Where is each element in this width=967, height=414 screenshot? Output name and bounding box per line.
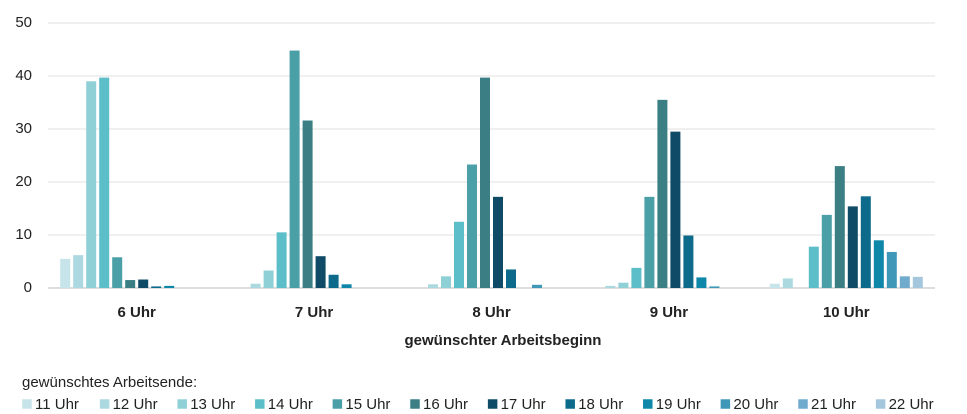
- legend-title: gewünschtes Arbeitsende:: [22, 374, 197, 391]
- bar: [86, 81, 97, 288]
- bar: [709, 286, 720, 288]
- legend-swatch: [409, 398, 421, 410]
- bar: [263, 270, 274, 288]
- legend-swatch: [797, 398, 809, 410]
- bar: [657, 99, 668, 288]
- legend-label: 14 Uhr: [268, 396, 313, 413]
- legend-swatch: [564, 398, 576, 410]
- x-tick-label: 6 Uhr: [118, 304, 157, 321]
- legend-label: 13 Uhr: [190, 396, 235, 413]
- legend-label: 20 Uhr: [733, 396, 778, 413]
- bar: [125, 280, 136, 288]
- bar: [670, 131, 681, 288]
- bar: [112, 257, 123, 288]
- bar: [631, 267, 642, 288]
- y-tick-label: 10: [15, 226, 32, 243]
- bar: [151, 286, 162, 288]
- legend-swatch: [487, 398, 498, 410]
- bar: [99, 77, 110, 288]
- bar: [467, 164, 477, 288]
- legend-swatch: [332, 398, 343, 410]
- bar: [493, 196, 503, 288]
- legend-swatch: [99, 398, 110, 410]
- bar: [847, 206, 858, 288]
- bar: [808, 246, 819, 288]
- y-tick-label: 40: [15, 67, 32, 84]
- legend-label: 16 Uhr: [423, 396, 468, 413]
- bar: [696, 277, 707, 288]
- legend-label: 19 Uhr: [656, 396, 701, 413]
- y-tick-label: 0: [24, 279, 32, 296]
- legend-swatch: [875, 398, 886, 410]
- bar: [644, 196, 655, 288]
- bar: [454, 221, 464, 288]
- y-tick-label: 30: [15, 120, 32, 137]
- x-axis-title: gewünschter Arbeitsbeginn: [405, 332, 602, 349]
- legend-swatch: [254, 398, 266, 410]
- bar: [860, 196, 871, 288]
- x-tick-label: 8 Uhr: [472, 304, 511, 321]
- bar: [428, 284, 438, 288]
- bar: [341, 284, 352, 288]
- bar: [328, 274, 339, 288]
- x-tick-label: 9 Uhr: [650, 304, 689, 321]
- legend-swatch: [720, 398, 731, 410]
- legend-label: 11 Uhr: [35, 396, 79, 413]
- bar: [683, 235, 694, 288]
- bar: [886, 251, 897, 288]
- legend-label: 17 Uhr: [501, 396, 546, 413]
- bar: [912, 276, 923, 288]
- legend-label: 22 Uhr: [889, 396, 934, 413]
- legend-swatch: [21, 398, 33, 410]
- bar: [302, 120, 313, 289]
- bar: [73, 255, 84, 288]
- bar: [441, 276, 451, 288]
- bar: [899, 276, 910, 288]
- bar: [289, 50, 300, 289]
- legend-label: 15 Uhr: [345, 396, 390, 413]
- bar: [618, 282, 629, 288]
- legend-label: 12 Uhr: [113, 396, 158, 413]
- bar: [821, 214, 832, 288]
- bar: [605, 285, 616, 288]
- bar: [60, 258, 71, 288]
- bar: [532, 284, 542, 288]
- bar: [480, 77, 490, 288]
- bar: [769, 283, 780, 288]
- bar: [782, 278, 793, 288]
- x-tick-label: 10 Uhr: [823, 304, 870, 321]
- bar: [873, 240, 884, 288]
- legend-swatch: [642, 398, 654, 410]
- y-tick-label: 20: [15, 173, 32, 190]
- bar: [164, 285, 175, 288]
- bar: [506, 269, 516, 288]
- y-tick-label: 50: [15, 14, 32, 31]
- bar: [250, 283, 261, 288]
- legend-swatch: [176, 398, 188, 410]
- x-tick-label: 7 Uhr: [295, 304, 334, 321]
- bar: [138, 279, 149, 288]
- bar: [315, 256, 326, 288]
- legend-label: 18 Uhr: [578, 396, 623, 413]
- bar: [834, 166, 845, 288]
- legend-label: 21 Uhr: [811, 396, 856, 413]
- bar: [276, 232, 287, 288]
